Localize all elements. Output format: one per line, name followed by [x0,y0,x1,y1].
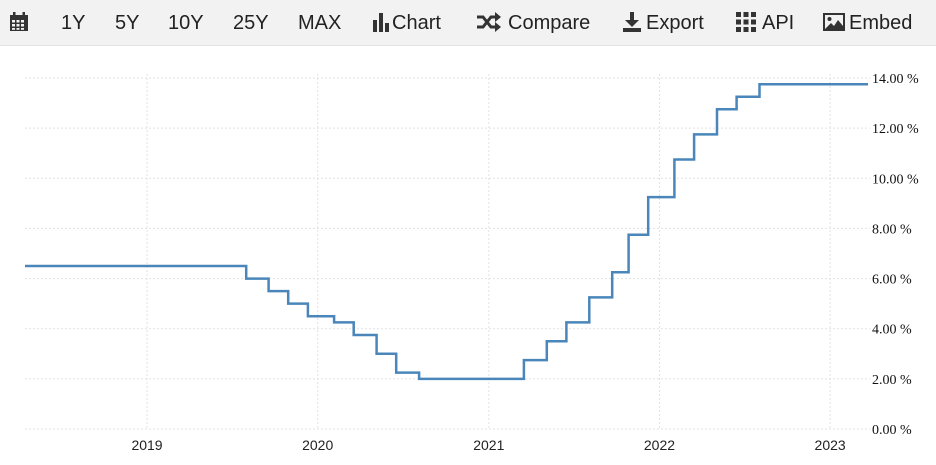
y-tick-label: 14.00 % [872,72,919,87]
x-tick-label: 2022 [644,437,675,453]
rate-series-line [25,83,868,381]
interest-rate-chart: 0.00 % 2.00 % 4.00 % 6.00 % 8.00 % 10.00 % 12.… [25,72,919,453]
bar-chart-icon [373,12,389,32]
compare-button[interactable]: Compare [476,0,590,46]
chart-area: 0.00 % 2.00 % 4.00 % 6.00 % 8.00 % 10.00 % 12.… [0,46,936,460]
range-1y-button[interactable]: 1Y [61,12,86,34]
embed-button[interactable]: Embed [823,0,912,46]
range-5y-button[interactable]: 5Y [115,12,140,34]
download-icon [623,11,641,32]
y-tick-label: 6.00 % [872,273,912,288]
embed-button-label: Embed [849,12,913,34]
export-button[interactable]: Export [622,0,704,46]
range-max-button[interactable]: MAX [298,12,342,34]
x-tick-label: 2019 [131,437,162,453]
y-tick-label: 10.00 % [872,172,919,187]
api-button-label: API [762,12,795,34]
calendar-icon[interactable] [9,0,29,46]
grid-icon [736,11,756,32]
chart-toolbar: 1Y 5Y 10Y 25Y MAX Chart Compare Export [0,0,936,46]
chart-button[interactable]: Chart [372,0,441,46]
range-25y-button[interactable]: 25Y [233,12,269,34]
shuffle-icon [477,11,501,32]
y-tick-label: 12.00 % [872,122,919,137]
x-tick-label: 2021 [473,437,504,453]
export-button-label: Export [646,12,704,34]
image-icon [823,12,845,31]
x-tick-label: 2020 [302,437,333,453]
y-tick-label: 2.00 % [872,373,912,388]
y-tick-label: 0.00 % [872,423,912,438]
y-tick-label: 8.00 % [872,222,912,237]
compare-button-label: Compare [508,12,591,34]
y-tick-label: 4.00 % [872,323,912,338]
api-button[interactable]: API [736,0,794,46]
chart-button-label: Chart [392,12,441,34]
x-tick-label: 2023 [815,437,846,453]
range-10y-button[interactable]: 10Y [168,12,204,34]
